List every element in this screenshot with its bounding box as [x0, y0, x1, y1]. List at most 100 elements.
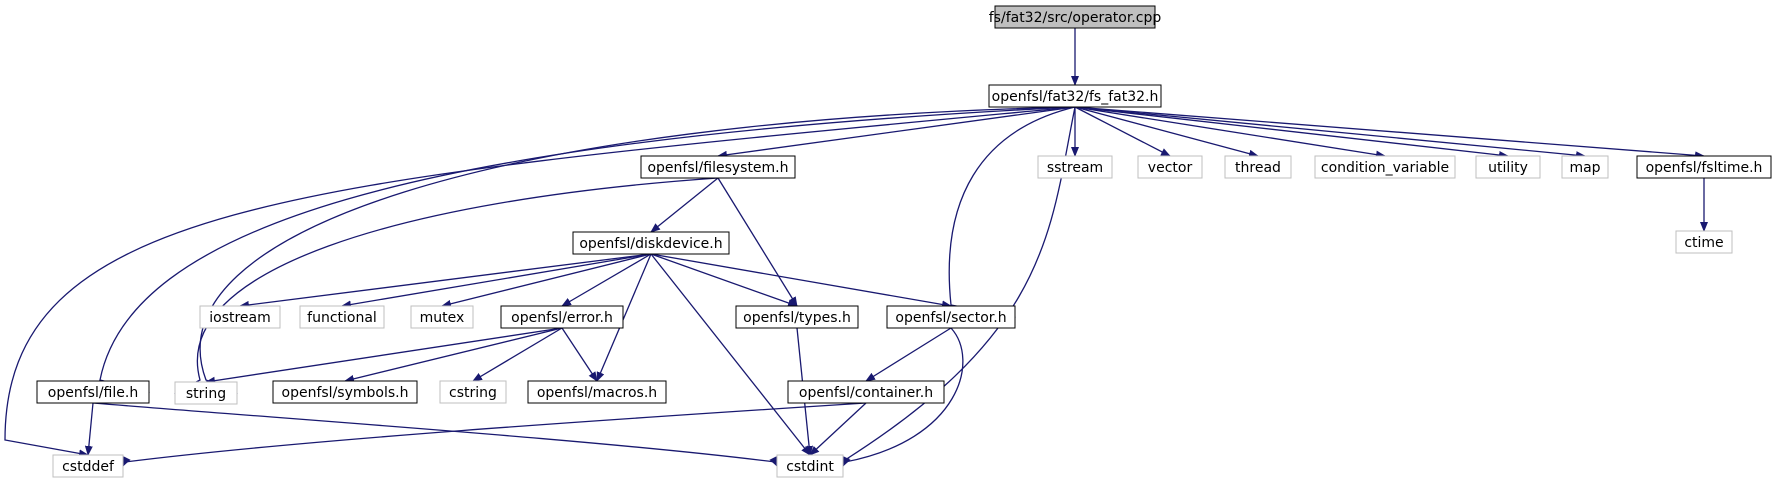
- node-box-map: [1561, 155, 1609, 179]
- node-label-sstream: sstream: [1047, 160, 1103, 176]
- node-utility: utility: [1475, 155, 1541, 179]
- edge-fs_fat32-to-filesystem: [717, 106, 1076, 159]
- node-box-mutex: [410, 305, 474, 329]
- node-label-cstddef: cstddef: [62, 459, 115, 475]
- edge-fs_fat32-to-file: [99, 106, 1076, 394]
- edge-fs_fat32-to-fsltime: [1074, 106, 1705, 160]
- node-label-fs_fat32: openfsl/fat32/fs_fat32.h: [992, 89, 1159, 105]
- node-label-string: string: [186, 386, 226, 402]
- edge-container-to-cstddef: [122, 402, 867, 467]
- node-symbols[interactable]: openfsl/symbols.h: [272, 380, 418, 404]
- node-iostream: iostream: [199, 305, 281, 329]
- edge-error-to-cstring: [472, 327, 563, 382]
- node-label-map: map: [1569, 160, 1600, 176]
- node-box-fs_fat32: [988, 84, 1162, 108]
- header-nodes: fs/fat32/src/operator.cpp openfsl/fat32/f…: [36, 5, 1772, 478]
- edge-filesystem-to-diskdevice: [650, 177, 719, 233]
- node-map: map: [1561, 155, 1609, 179]
- node-box-operator: [994, 5, 1156, 29]
- edge-error-to-macros: [561, 327, 598, 382]
- node-box-thread: [1224, 155, 1292, 179]
- node-label-container: openfsl/container.h: [799, 385, 933, 401]
- node-box-error: [500, 305, 624, 329]
- node-sstream: sstream: [1037, 155, 1113, 179]
- node-box-sector: [886, 305, 1016, 329]
- node-box-diskdevice: [572, 231, 730, 255]
- node-label-file: openfsl/file.h: [48, 385, 138, 401]
- node-diskdevice[interactable]: openfsl/diskdevice.h: [572, 231, 730, 255]
- node-condition_variable: condition_variable: [1314, 155, 1456, 179]
- node-cstddef: cstddef: [52, 454, 124, 478]
- node-string: string: [174, 381, 238, 405]
- node-cstdint: cstdint: [776, 454, 844, 478]
- node-box-vector: [1137, 155, 1203, 179]
- node-box-types: [735, 305, 859, 329]
- edge-diskdevice-to-functional: [341, 253, 652, 309]
- node-box-macros: [527, 380, 667, 404]
- edge-diskdevice-to-sector: [650, 253, 952, 309]
- edge-fs_fat32-to-map: [1074, 106, 1586, 160]
- node-fs_fat32[interactable]: openfsl/fat32/fs_fat32.h: [988, 84, 1162, 108]
- node-ctime: ctime: [1675, 230, 1733, 254]
- edge-fs_fat32-to-sector: [948, 106, 1076, 320]
- node-label-macros: openfsl/macros.h: [537, 385, 657, 401]
- edge-file-to-cstdint: [92, 402, 778, 467]
- node-box-container: [787, 380, 945, 404]
- node-thread: thread: [1224, 155, 1292, 179]
- node-box-functional: [299, 305, 385, 329]
- node-label-vector: vector: [1148, 160, 1193, 176]
- node-label-symbols: openfsl/symbols.h: [282, 385, 409, 401]
- node-label-ctime: ctime: [1684, 235, 1723, 251]
- edge-fs_fat32-to-condition_variable: [1074, 106, 1386, 159]
- edge-fs_fat32-to-utility: [1074, 106, 1509, 159]
- node-mutex: mutex: [410, 305, 474, 329]
- node-box-ctime: [1675, 230, 1733, 254]
- node-box-filesystem: [640, 155, 796, 179]
- node-label-fsltime: openfsl/fsltime.h: [1646, 160, 1763, 176]
- node-label-condition_variable: condition_variable: [1321, 160, 1449, 176]
- edge-fs_fat32-to-cstddef: [4, 106, 1076, 458]
- node-label-functional: functional: [307, 310, 377, 326]
- node-box-cstdint: [776, 454, 844, 478]
- node-functional: functional: [299, 305, 385, 329]
- node-box-file: [36, 380, 150, 404]
- edge-diskdevice-to-error: [561, 253, 652, 307]
- node-container[interactable]: openfsl/container.h: [787, 380, 945, 404]
- edge-diskdevice-to-mutex: [441, 253, 652, 308]
- dependency-edges: [4, 28, 1708, 467]
- node-label-error: openfsl/error.h: [511, 310, 613, 326]
- node-box-cstring: [439, 380, 507, 404]
- node-sector[interactable]: openfsl/sector.h: [886, 305, 1016, 329]
- node-label-operator: fs/fat32/src/operator.cpp: [989, 10, 1162, 26]
- node-label-cstdint: cstdint: [786, 459, 834, 475]
- node-label-iostream: iostream: [209, 310, 271, 326]
- node-label-types: openfsl/types.h: [743, 310, 851, 326]
- edge-sector-to-container: [865, 327, 952, 382]
- node-error[interactable]: openfsl/error.h: [500, 305, 624, 329]
- edge-file-to-cstddef: [84, 402, 94, 456]
- node-label-utility: utility: [1488, 160, 1528, 176]
- edge-diskdevice-to-cstdint: [650, 253, 811, 456]
- edge-sector-to-cstdint: [842, 327, 964, 467]
- edge-diskdevice-to-types: [650, 253, 798, 307]
- edge-diskdevice-to-iostream: [239, 253, 652, 309]
- node-file[interactable]: openfsl/file.h: [36, 380, 150, 404]
- node-types[interactable]: openfsl/types.h: [735, 305, 859, 329]
- node-vector: vector: [1137, 155, 1203, 179]
- node-label-diskdevice: openfsl/diskdevice.h: [579, 236, 722, 252]
- edge-error-to-string: [205, 327, 563, 385]
- node-macros[interactable]: openfsl/macros.h: [527, 380, 667, 404]
- node-label-filesystem: openfsl/filesystem.h: [647, 160, 788, 176]
- node-box-condition_variable: [1314, 155, 1456, 179]
- node-label-cstring: cstring: [449, 385, 497, 401]
- node-filesystem[interactable]: openfsl/filesystem.h: [640, 155, 796, 179]
- edge-diskdevice-to-macros: [596, 253, 652, 382]
- node-label-mutex: mutex: [420, 310, 465, 326]
- node-box-symbols: [272, 380, 418, 404]
- node-operator[interactable]: fs/fat32/src/operator.cpp: [989, 5, 1162, 29]
- node-box-fsltime: [1636, 155, 1772, 179]
- node-label-thread: thread: [1235, 160, 1281, 176]
- node-fsltime[interactable]: openfsl/fsltime.h: [1636, 155, 1772, 179]
- edge-error-to-symbols: [344, 327, 563, 383]
